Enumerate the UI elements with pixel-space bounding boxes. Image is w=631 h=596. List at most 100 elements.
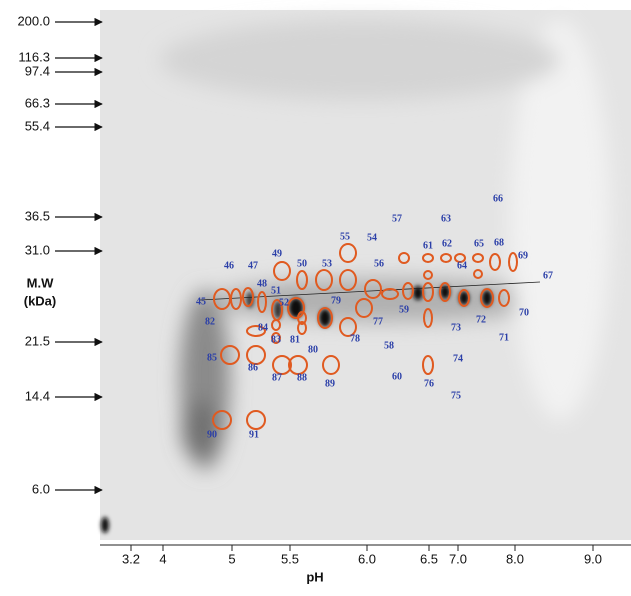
- spot-circle: [440, 253, 452, 263]
- spot-circle: [458, 289, 470, 307]
- spot-label: 83: [271, 334, 281, 345]
- spot-label: 74: [453, 353, 463, 364]
- spot-circle: [402, 282, 414, 300]
- spot-circle: [498, 289, 510, 307]
- spot-circle: [246, 325, 266, 337]
- spot-circle: [398, 252, 410, 264]
- spot-label: 57: [392, 213, 402, 224]
- ph-tick-label: 5.5: [281, 551, 299, 566]
- spot-circle: [339, 243, 357, 263]
- spot-label: 59: [399, 304, 409, 315]
- spot-label: 81: [290, 334, 300, 345]
- mw-tick-label: 36.5: [25, 208, 50, 223]
- spot-circle: [480, 288, 494, 308]
- mw-tick-label: 200.0: [17, 13, 50, 28]
- spot-circle: [454, 253, 466, 263]
- ph-tick-label: 7.0: [449, 551, 467, 566]
- spot-circle: [355, 298, 373, 318]
- spot-circle: [246, 345, 266, 365]
- spot-label: 87: [272, 372, 282, 383]
- spot-label: 53: [322, 258, 332, 269]
- ph-label: pH: [306, 569, 323, 584]
- spot-label: 55: [340, 231, 350, 242]
- spot-label: 61: [423, 240, 433, 251]
- mw-tick-label: 6.0: [32, 481, 50, 496]
- ph-tick-label: 3.2: [122, 551, 140, 566]
- mw-label: M.W: [27, 275, 54, 290]
- spot-label: 88: [297, 372, 307, 383]
- spot-circle: [423, 270, 433, 280]
- spot-label: 91: [249, 429, 259, 440]
- mw-tick-label: 66.3: [25, 95, 50, 110]
- spot-label: 45: [196, 296, 206, 307]
- spot-label: 52: [279, 297, 289, 308]
- spot-label: 79: [331, 295, 341, 306]
- spot-circle: [246, 410, 266, 430]
- ph-tick-label: 8.0: [506, 551, 524, 566]
- spot-circle: [322, 355, 340, 375]
- spot-circle: [288, 355, 308, 375]
- spot-circle: [297, 321, 307, 335]
- spot-circle: [339, 317, 357, 337]
- spot-label: 68: [494, 237, 504, 248]
- leader-line: [199, 281, 541, 301]
- spot-circle: [439, 282, 451, 302]
- spot-circle: [508, 252, 518, 272]
- spot-circle: [364, 279, 382, 299]
- spot-circle: [422, 282, 434, 302]
- spot-label: 56: [374, 258, 384, 269]
- spot-label: 80: [308, 344, 318, 355]
- spot-label: 67: [543, 270, 553, 281]
- spot-circle: [273, 261, 291, 281]
- spot-label: 85: [207, 352, 217, 363]
- spot-circle: [297, 311, 307, 325]
- spot-label: 76: [424, 378, 434, 389]
- spot-circle: [315, 269, 333, 291]
- mw-tick-label: 31.0: [25, 242, 50, 257]
- spot-circle: [473, 269, 483, 279]
- spot-label: 62: [442, 238, 452, 249]
- gel-smear: [160, 20, 610, 470]
- spot-label: 86: [248, 362, 258, 373]
- ph-tick-label: 9.0: [584, 551, 602, 566]
- spot-circle: [422, 253, 434, 263]
- spot-label: 69: [518, 250, 528, 261]
- spot-label: 89: [325, 378, 335, 389]
- ph-tick-label: 6.0: [358, 551, 376, 566]
- spot-label: 51: [271, 285, 281, 296]
- spot-label: 54: [367, 232, 377, 243]
- spot-label: 82: [205, 316, 215, 327]
- spot-label: 47: [248, 260, 258, 271]
- spot-label: 48: [257, 278, 267, 289]
- spot-label: 65: [474, 238, 484, 249]
- spot-circle: [317, 307, 333, 329]
- spot-label: 49: [272, 248, 282, 259]
- mw-tick-label: 55.4: [25, 118, 50, 133]
- spot-label: 71: [499, 332, 509, 343]
- spot-circle: [220, 345, 240, 365]
- spot-circle: [423, 308, 433, 328]
- spot-label: 73: [451, 322, 461, 333]
- spot-circle: [272, 355, 292, 375]
- mw-tick-label: 14.4: [25, 388, 50, 403]
- spot-circle: [212, 410, 232, 430]
- spot-circle: [257, 291, 267, 313]
- spot-label: 75: [451, 390, 461, 401]
- mw-tick-label: 97.4: [25, 63, 50, 78]
- spot-label: 60: [392, 371, 402, 382]
- mw-tick-label: 116.3: [18, 49, 50, 64]
- spot-label: 70: [519, 307, 529, 318]
- spot-label: 58: [384, 340, 394, 351]
- spot-label: 84: [258, 322, 268, 333]
- spot-label: 72: [476, 314, 486, 325]
- mw-unit: (kDa): [24, 293, 57, 308]
- spot-circle: [242, 287, 254, 307]
- spot-circle: [422, 355, 434, 375]
- spot-circle: [230, 288, 242, 310]
- ph-tick-label: 6.5: [420, 551, 438, 566]
- spot-circle: [271, 319, 281, 331]
- ph-tick-label: 4: [159, 551, 166, 566]
- mw-tick-label: 21.5: [25, 333, 50, 348]
- spot-circle: [296, 270, 308, 290]
